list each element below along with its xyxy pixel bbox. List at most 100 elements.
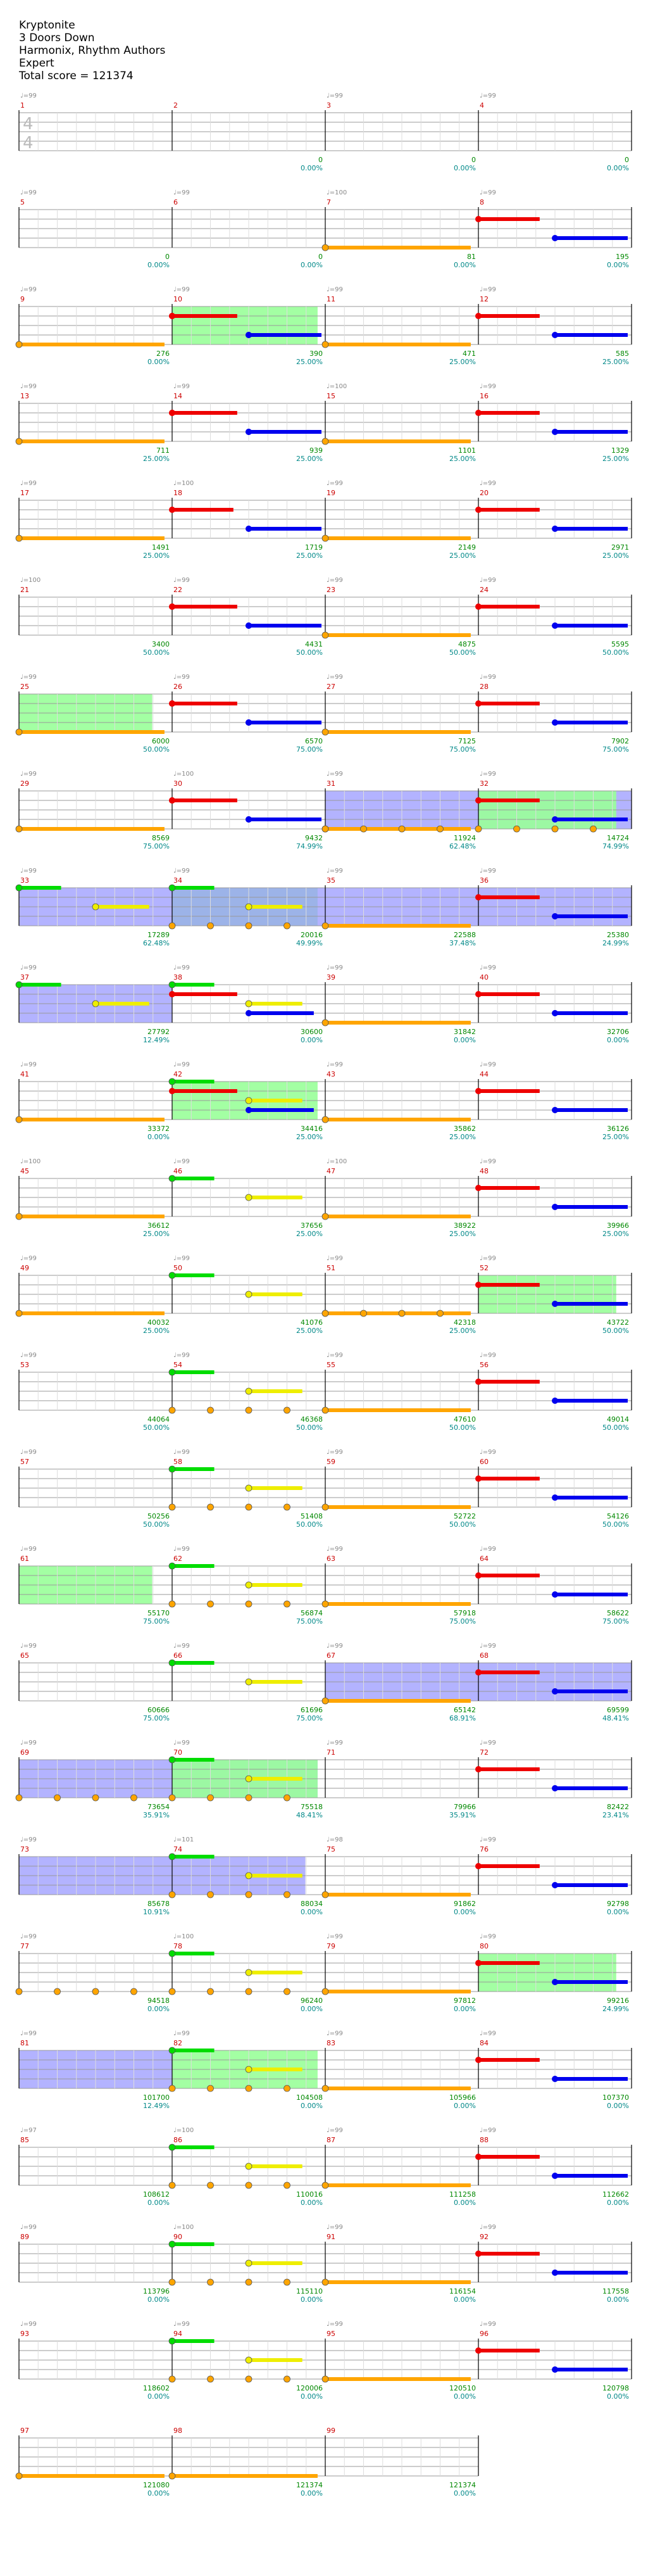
note-sustain	[555, 1205, 628, 1209]
note	[552, 1107, 558, 1113]
tempo-marker: ♩=99	[20, 1255, 37, 1262]
note-sustain	[172, 411, 237, 415]
note	[552, 816, 558, 823]
note-sustain	[555, 1883, 628, 1887]
measure-number: 43	[327, 1070, 335, 1078]
tempo-marker: ♩=98	[327, 1836, 343, 1843]
note	[245, 1891, 252, 1898]
measure-score: 22588	[454, 931, 476, 939]
measure-score: 939	[309, 446, 323, 455]
note	[551, 825, 559, 833]
note	[245, 2278, 252, 2286]
note	[284, 1794, 290, 1802]
note-sustain	[325, 1408, 471, 1412]
measure-score: 116154	[449, 2287, 476, 2295]
sp-meter-percent: 49.99%	[296, 939, 323, 947]
measure-score: 94518	[147, 1997, 170, 2005]
sp-meter-percent: 0.00%	[607, 2392, 629, 2401]
note-sustain	[172, 1467, 215, 1471]
sp-meter-percent: 25.00%	[296, 1133, 323, 1141]
note	[552, 2270, 558, 2276]
note	[552, 1204, 558, 1210]
sp-meter-percent: 0.00%	[147, 2295, 170, 2304]
sp-meter-percent: 0.00%	[454, 164, 476, 172]
sp-meter-percent: 50.00%	[602, 648, 629, 657]
tempo-marker: ♩=100	[173, 480, 194, 487]
note	[475, 1766, 482, 1772]
note-sustain	[172, 1661, 215, 1665]
measure-number: 93	[20, 2330, 29, 2338]
measure-number: 65	[20, 1651, 29, 1660]
measure-score: 1719	[305, 543, 323, 552]
note-sustain	[172, 1177, 215, 1180]
sp-meter-percent: 74.99%	[602, 842, 629, 850]
note-sustain	[478, 992, 540, 996]
note	[245, 2066, 252, 2073]
note	[475, 2057, 482, 2063]
note-sustain	[172, 983, 215, 987]
sp-meter-percent: 0.00%	[301, 2392, 323, 2401]
tempo-marker: ♩=99	[20, 964, 37, 971]
measure-score: 99216	[607, 1997, 629, 2005]
measure-score: 105966	[449, 2093, 476, 2102]
note	[552, 429, 558, 435]
note-sustain	[249, 2164, 302, 2168]
note-sustain	[325, 1505, 471, 1509]
measure-number: 80	[480, 1942, 489, 1950]
tempo-marker: ♩=99	[327, 1933, 343, 1940]
note-sustain	[172, 2474, 318, 2478]
note	[321, 1891, 329, 1898]
note-sustain	[555, 818, 628, 821]
tempo-marker: ♩=99	[173, 868, 190, 874]
note-sustain	[325, 246, 471, 249]
tempo-marker: ♩=99	[173, 1158, 190, 1165]
tempo-marker: ♩=99	[327, 2321, 343, 2328]
tempo-marker: ♩=99	[20, 92, 37, 99]
tempo-marker: ♩=100	[327, 1158, 347, 1165]
sp-meter-percent: 0.00%	[301, 2199, 323, 2207]
note	[284, 1600, 290, 1608]
measure-number: 10	[173, 295, 182, 303]
note	[321, 922, 329, 930]
note-sustain	[19, 2474, 165, 2478]
note	[169, 700, 175, 707]
note	[552, 622, 558, 629]
tempo-marker: ♩=99	[480, 2224, 496, 2231]
measure-number: 14	[173, 392, 182, 400]
note	[92, 1794, 99, 1802]
note-sustain	[249, 721, 314, 724]
tempo-marker: ♩=99	[20, 1352, 37, 1359]
note-sustain	[249, 1680, 302, 1684]
sp-meter-percent: 0.00%	[147, 2199, 170, 2207]
measure-number: 75	[327, 1845, 335, 1853]
note	[552, 235, 558, 241]
tempo-marker: ♩=99	[327, 2030, 343, 2037]
measure-number: 91	[327, 2233, 335, 2241]
note-sustain	[555, 624, 628, 628]
measure-number: 79	[327, 1942, 335, 1950]
measure-number: 92	[480, 2233, 489, 2241]
note	[552, 2173, 558, 2179]
sp-meter-percent: 35.91%	[449, 1811, 476, 1819]
measure-number: 99	[327, 2427, 335, 2435]
note-sustain	[325, 1215, 471, 1218]
note	[552, 2076, 558, 2082]
sp-meter-percent: 75.00%	[143, 1714, 170, 1722]
time-signature-top: 4	[23, 115, 34, 134]
note	[284, 2278, 290, 2286]
measure-score: 390	[309, 350, 323, 358]
note	[475, 1863, 482, 1869]
note	[321, 1988, 329, 1995]
note	[245, 2375, 252, 2383]
tempo-marker: ♩=99	[173, 1449, 190, 1456]
measure-number: 42	[173, 1070, 182, 1078]
note	[552, 719, 558, 726]
note-sustain	[249, 1196, 302, 1199]
measure-score: 44064	[147, 1415, 170, 1424]
measure-number: 96	[480, 2330, 489, 2338]
note	[168, 2240, 176, 2248]
measure-score: 117558	[602, 2287, 629, 2295]
sp-meter-percent: 0.00%	[454, 2295, 476, 2304]
tempo-marker: ♩=99	[480, 2127, 496, 2134]
